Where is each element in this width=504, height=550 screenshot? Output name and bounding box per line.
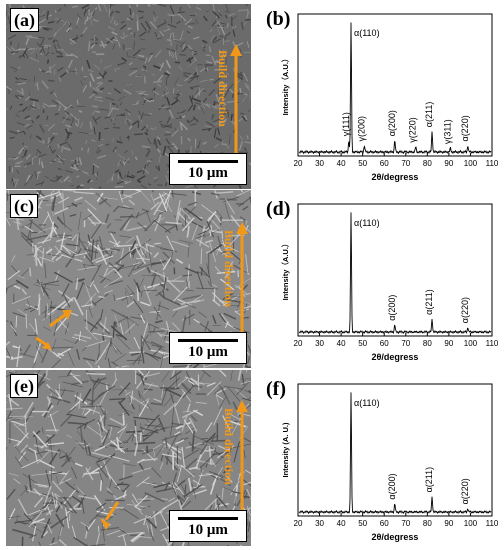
scale-bar-label: 10 μm bbox=[188, 165, 228, 181]
panel-label-c: (c) bbox=[10, 194, 38, 218]
peak-label: α(110) bbox=[354, 218, 380, 228]
x-tick-label: 90 bbox=[444, 159, 453, 168]
plot-frame bbox=[297, 203, 493, 337]
peak-label: α(211) bbox=[424, 467, 434, 493]
xrd-plot: 20 30 40 50 60 70 80 90 100 110 2θ/degress Intensit… bbox=[281, 383, 499, 542]
panel-label-b: (b) bbox=[266, 8, 291, 30]
x-axis-label: 2θ/degress bbox=[372, 172, 419, 182]
x-tick-label: 20 bbox=[294, 519, 303, 528]
scale-bar: 10 μm bbox=[169, 153, 247, 185]
x-tick-label: 50 bbox=[358, 159, 367, 168]
x-tick-label: 110 bbox=[486, 159, 499, 168]
x-tick-label: 60 bbox=[380, 339, 389, 348]
scale-bar-label: 10 μm bbox=[188, 344, 228, 360]
xrd-chart-f: (f) 20 30 40 50 60 70 80 90 100 110 2θ/degress Inten… bbox=[258, 370, 504, 550]
panel-label-f: (f) bbox=[266, 378, 286, 400]
plot-frame bbox=[297, 383, 493, 517]
peak-label: α(220) bbox=[460, 297, 470, 323]
sem-texture bbox=[6, 4, 251, 189]
panel-label-a: (a) bbox=[10, 8, 39, 32]
x-tick-label: 110 bbox=[486, 339, 499, 348]
x-tick-label: 110 bbox=[486, 519, 499, 528]
x-tick-label: 30 bbox=[315, 159, 324, 168]
panel-label-e: (e) bbox=[10, 374, 38, 398]
y-axis-label: Intensity (A. U.) bbox=[281, 422, 290, 478]
xrd-chart-d: (d) 20 30 40 50 60 70 80 90 100 110 2θ/degress Inten… bbox=[258, 190, 504, 370]
peak-label: α(211) bbox=[424, 289, 434, 315]
x-tick-label: 80 bbox=[423, 339, 432, 348]
x-axis-label: 2θ/degress bbox=[372, 532, 419, 542]
x-tick-label: 60 bbox=[380, 519, 389, 528]
xrd-plot: 20 30 40 50 60 70 80 90 100 110 2θ/degress Intensit… bbox=[280, 13, 499, 182]
x-tick-label: 40 bbox=[337, 159, 346, 168]
x-tick-label: 30 bbox=[315, 339, 324, 348]
scale-bar: 10 μm bbox=[169, 332, 247, 364]
x-tick-label: 40 bbox=[337, 519, 346, 528]
x-tick-label: 70 bbox=[401, 519, 410, 528]
x-tick-label: 100 bbox=[464, 339, 478, 348]
xrd-pattern-line bbox=[298, 392, 492, 515]
peak-label: γ(311) bbox=[442, 119, 452, 144]
peak-label: α(220) bbox=[460, 478, 470, 504]
x-tick-label: 60 bbox=[380, 159, 389, 168]
peak-label: α(211) bbox=[424, 102, 434, 128]
y-axis-label: Intensity（A.U.） bbox=[280, 240, 290, 301]
x-tick-label: 20 bbox=[294, 339, 303, 348]
x-tick-label: 80 bbox=[423, 159, 432, 168]
peak-label: α(200) bbox=[387, 110, 397, 136]
xrd-pattern-line bbox=[298, 212, 492, 335]
y-axis-label: Intensity（A.U.） bbox=[280, 55, 290, 116]
plot-frame bbox=[297, 13, 493, 157]
x-tick-label: 90 bbox=[444, 519, 453, 528]
x-tick-label: 50 bbox=[358, 519, 367, 528]
peak-label: γ(220) bbox=[408, 117, 418, 143]
xrd-plot: 20 30 40 50 60 70 80 90 100 110 2θ/degress Intensit… bbox=[280, 203, 499, 362]
sem-image-e: (e) Build direction 10 μm bbox=[6, 370, 251, 546]
peak-label: α(200) bbox=[387, 473, 397, 499]
x-axis-label: 2θ/degress bbox=[372, 352, 419, 362]
build-direction-label: Build direction bbox=[216, 50, 230, 127]
peak-label: α(110) bbox=[354, 398, 380, 408]
x-tick-label: 70 bbox=[401, 339, 410, 348]
x-tick-label: 90 bbox=[444, 339, 453, 348]
build-direction-label: Build direction bbox=[222, 408, 236, 485]
peak-label: α(220) bbox=[460, 115, 470, 141]
peak-label: α(200) bbox=[387, 295, 397, 321]
x-tick-label: 30 bbox=[315, 519, 324, 528]
x-tick-label: 80 bbox=[423, 519, 432, 528]
xrd-chart-b: (b) 20 30 40 50 60 70 80 90 100 110 2θ/degress Inten… bbox=[258, 0, 504, 190]
panel-label-d: (d) bbox=[266, 198, 291, 220]
x-tick-label: 100 bbox=[464, 159, 478, 168]
peak-label: γ(111) bbox=[341, 112, 351, 136]
sem-image-c: (c) Build direction 10 μm bbox=[6, 190, 251, 368]
peak-label: α(110) bbox=[354, 28, 380, 38]
build-direction-label: Build direction bbox=[222, 230, 236, 307]
xrd-pattern-line bbox=[298, 22, 492, 155]
scale-bar: 10 μm bbox=[169, 510, 247, 542]
scale-bar-label: 10 μm bbox=[188, 522, 228, 538]
x-tick-label: 50 bbox=[358, 339, 367, 348]
x-tick-label: 70 bbox=[401, 159, 410, 168]
x-tick-label: 100 bbox=[464, 519, 478, 528]
peak-label: γ(200) bbox=[356, 116, 366, 142]
x-tick-label: 20 bbox=[294, 159, 303, 168]
sem-image-a: (a) Build direction 10 μm bbox=[6, 4, 251, 189]
x-tick-label: 40 bbox=[337, 339, 346, 348]
